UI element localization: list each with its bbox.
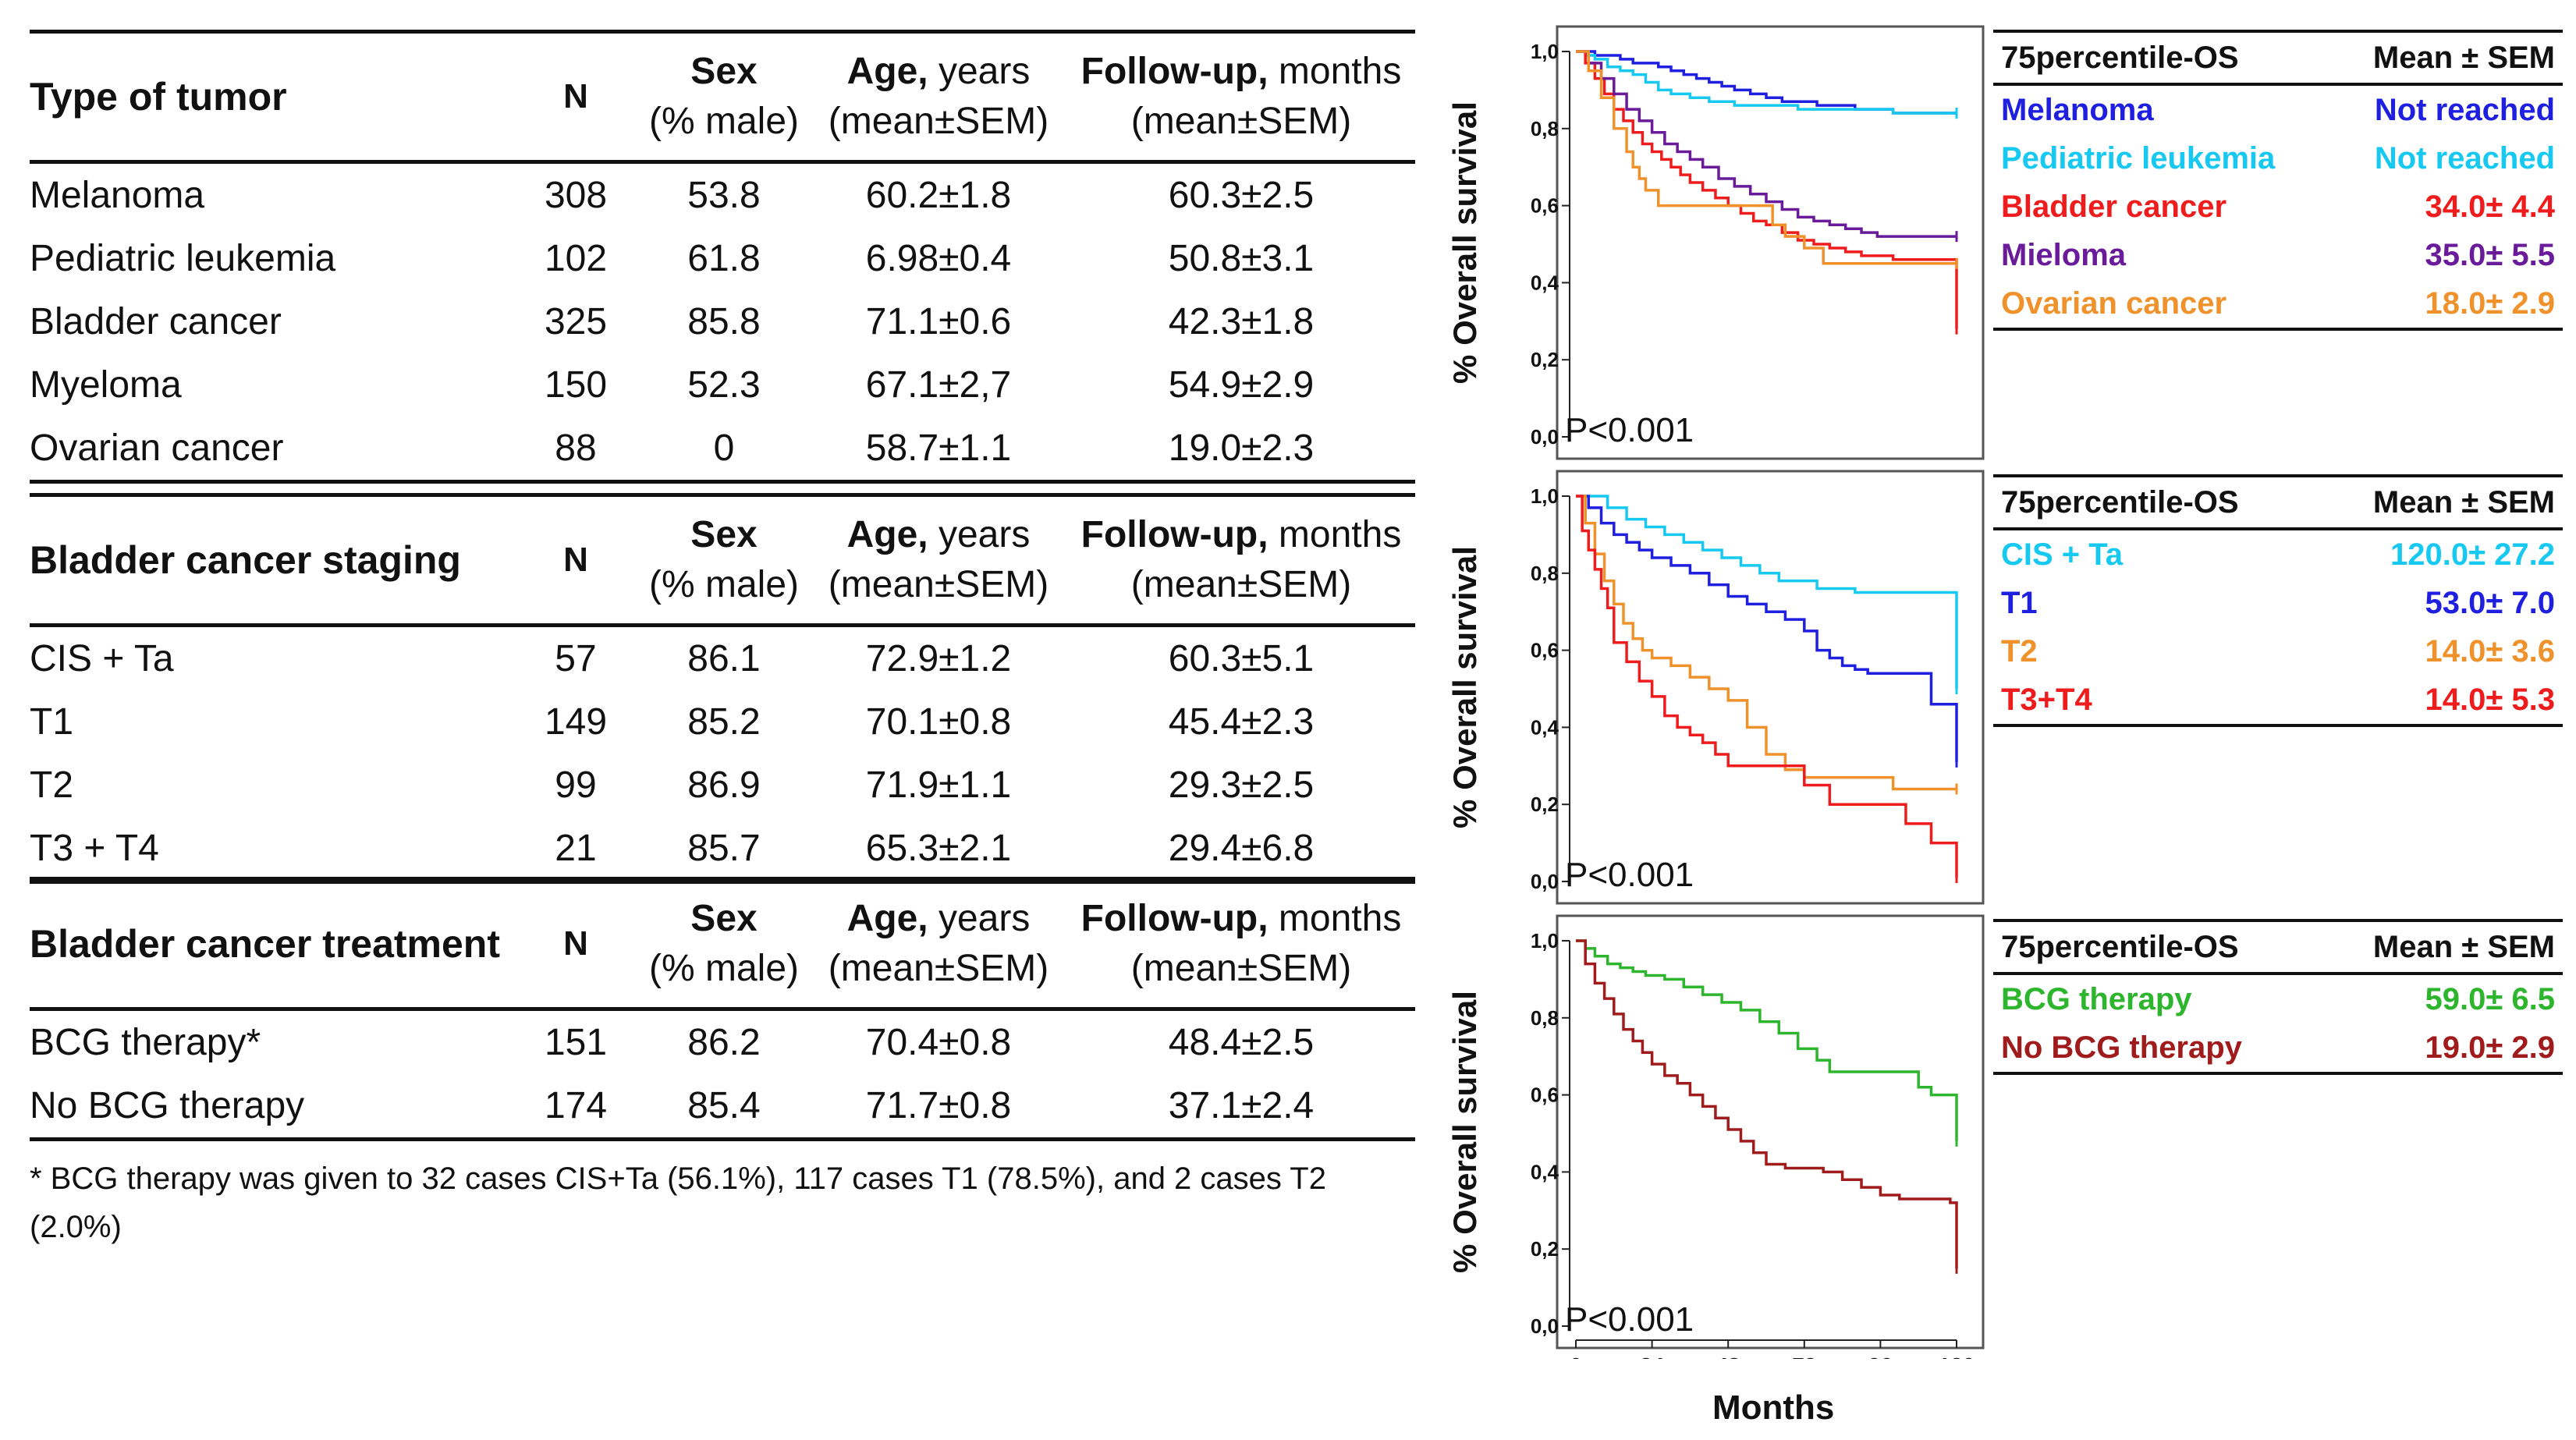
survival-curve-melanoma [1576, 50, 1957, 115]
y-tick-label: 0,0 [1531, 425, 1559, 449]
col-sex: Sex (% male) [638, 493, 810, 627]
legend-row: Melanoma Not reached [2001, 92, 2555, 127]
y-tick-label: 0,8 [1531, 562, 1559, 585]
survival-curve-mieloma [1576, 50, 1957, 238]
survival-curve-pediatric-leukemia [1576, 50, 1957, 115]
table-title: Bladder cancer staging [30, 493, 513, 627]
plot-frame [1556, 914, 1985, 1350]
survival-curve-no-bcg-therapy [1576, 939, 1958, 1268]
legend-row: BCG therapy 59.0± 6.5 [2001, 981, 2555, 1016]
survival-chart-staging: 0,0 0,2 0,4 0,6 0,8 1,0 % Overall survival P<0.… [1442, 466, 1996, 914]
table-row: T3 + T4 21 85.7 65.3±2.1 29.4±6.8 [30, 817, 1415, 884]
col-sex: Sex (% male) [638, 30, 810, 164]
col-followup: Follow-up, months (mean±SEM) [1067, 877, 1415, 1011]
table-row: T1 149 85.2 70.1±0.8 45.4±2.3 [30, 700, 1315, 743]
y-tick-label: 1,0 [1531, 40, 1559, 63]
p-value-annotation: P<0.001 [1565, 1300, 1694, 1339]
x-tick-label: 48 [1716, 1353, 1740, 1359]
legend-row: No BCG therapy 19.0± 2.9 [1993, 1023, 2563, 1075]
table-row: Melanoma 308 53.8 60.2±1.8 60.3±2.5 [30, 174, 1315, 216]
x-tick-label: 0 [1570, 1353, 1582, 1359]
survival-curve-bladder-cancer [1576, 50, 1958, 329]
table-row: BCG therapy* 151 86.2 70.4±0.8 48.4±2.5 [30, 1021, 1315, 1063]
table-row: Ovarian cancer 88 0 58.7±1.1 19.0±2.3 [30, 417, 1415, 484]
survival-curve-ovarian-cancer [1576, 50, 1957, 265]
col-n: N [513, 30, 638, 164]
y-tick-label: 0,4 [1531, 271, 1559, 294]
col-age: Age, years (mean±SEM) [810, 877, 1067, 1011]
col-age: Age, years (mean±SEM) [810, 30, 1067, 164]
y-tick-label: 0,6 [1531, 194, 1559, 218]
table-bladder-treatment: Bladder cancer treatment N Sex (% male) A… [30, 877, 1415, 1141]
plot-frame [1556, 25, 1985, 460]
survival-curve-bcg-therapy [1576, 939, 1958, 1141]
y-tick-label: 0,0 [1531, 1314, 1559, 1338]
survival-chart-svg: 0,0 0,2 0,4 0,6 0,8 1,0 % Overall survival P<0.… [1446, 470, 1985, 905]
y-tick-label: 0,4 [1531, 715, 1559, 739]
survival-curve-t3-t4 [1576, 495, 1958, 878]
table-row: T2 99 86.9 71.9±1.1 29.3±2.5 [30, 764, 1315, 806]
y-axis-label: % Overall survival [1446, 546, 1483, 828]
survival-curve-t1 [1576, 495, 1958, 762]
survival-chart-svg: 0,0 0,2 0,4 0,6 0,8 1,0 % Overall survival P<0.… [1446, 25, 1985, 460]
survival-chart-tumor-type: 0,0 0,2 0,4 0,6 0,8 1,0 % Overall survival P<0.… [1442, 22, 1996, 470]
y-tick-label: 0,2 [1531, 1237, 1559, 1261]
col-age: Age, years (mean±SEM) [810, 493, 1067, 627]
x-axis-label: Months [1712, 1389, 1835, 1427]
y-tick-label: 0,2 [1531, 793, 1559, 816]
survival-chart-treatment: 0,0 0,2 0,4 0,6 0,8 1,0 0 24 48 72 96 120 % Overall … [1442, 911, 1996, 1359]
footnote: * BCG therapy was given to 32 cases CIS+… [30, 1162, 1326, 1244]
y-tick-label: 0,6 [1531, 639, 1559, 662]
y-tick-label: 0,4 [1531, 1160, 1559, 1183]
legend-row: CIS + Ta 120.0± 27.2 [2001, 537, 2555, 572]
y-tick-label: 0,2 [1531, 348, 1559, 371]
table-row: CIS + Ta 57 86.1 72.9±1.2 60.3±5.1 [30, 637, 1315, 679]
table-title: Bladder cancer treatment [30, 877, 513, 1011]
legend-row: Ovarian cancer 18.0± 2.9 [1993, 279, 2563, 331]
legend-row: Bladder cancer 34.0± 4.4 [2001, 189, 2555, 224]
table-bladder-staging: Bladder cancer staging N Sex (% male) Age… [30, 493, 1415, 884]
x-tick-label: 96 [1868, 1353, 1893, 1359]
y-axis-label: % Overall survival [1446, 101, 1483, 384]
survival-curve-cis-ta [1576, 495, 1958, 689]
col-sex: Sex (% male) [638, 877, 810, 1011]
y-tick-label: 0,8 [1531, 117, 1559, 140]
legend-row: Pediatric leukemia Not reached [2001, 140, 2555, 176]
col-n: N [513, 493, 638, 627]
table-title: Type of tumor [30, 30, 513, 164]
table-row: No BCG therapy 174 85.4 71.7±0.8 37.1±2.4 [30, 1074, 1415, 1141]
legend-row: T3+T4 14.0± 5.3 [1993, 676, 2563, 727]
p-value-annotation: P<0.001 [1565, 856, 1694, 894]
survival-chart-svg: 0,0 0,2 0,4 0,6 0,8 1,0 0 24 48 72 96 120 % Overall … [1446, 914, 1985, 1359]
legend-tumor-type: 75percentile-OS Mean ± SEM Melanoma Not re… [1993, 30, 2563, 331]
y-tick-label: 0,8 [1531, 1006, 1559, 1030]
p-value-annotation: P<0.001 [1565, 411, 1694, 449]
y-tick-label: 0,6 [1531, 1084, 1559, 1107]
plot-frame [1556, 470, 1985, 905]
survival-curve-t2 [1576, 495, 1957, 791]
table-row: Myeloma 150 52.3 67.1±2,7 54.9±2.9 [30, 364, 1315, 406]
y-tick-label: 0,0 [1531, 870, 1559, 893]
table-row: Pediatric leukemia 102 61.8 6.98±0.4 50.8±3.… [30, 237, 1315, 279]
col-followup: Follow-up, months (mean±SEM) [1067, 493, 1415, 627]
x-tick-label: 120 [1939, 1353, 1975, 1359]
table-type-of-tumor: Type of tumor N Sex (% male) Age, years (m… [30, 30, 1415, 484]
x-tick-label: 24 [1640, 1353, 1665, 1359]
legend-treatment: 75percentile-OS Mean ± SEM BCG therapy 59.… [1993, 919, 2563, 1075]
y-tick-label: 1,0 [1531, 929, 1559, 952]
x-tick-label: 72 [1792, 1353, 1816, 1359]
legend-row: T1 53.0± 7.0 [2001, 585, 2555, 620]
col-followup: Follow-up, months (mean±SEM) [1067, 30, 1415, 164]
col-n: N [513, 877, 638, 1011]
legend-row: Mieloma 35.0± 5.5 [2001, 237, 2555, 272]
y-axis-label: % Overall survival [1446, 991, 1483, 1273]
y-tick-label: 1,0 [1531, 484, 1559, 508]
legend-row: T2 14.0± 3.6 [2001, 633, 2555, 669]
legend-staging: 75percentile-OS Mean ± SEM CIS + Ta 120.0±… [1993, 474, 2563, 727]
table-row: Bladder cancer 325 85.8 71.1±0.6 42.3±1.8 [30, 300, 1315, 342]
